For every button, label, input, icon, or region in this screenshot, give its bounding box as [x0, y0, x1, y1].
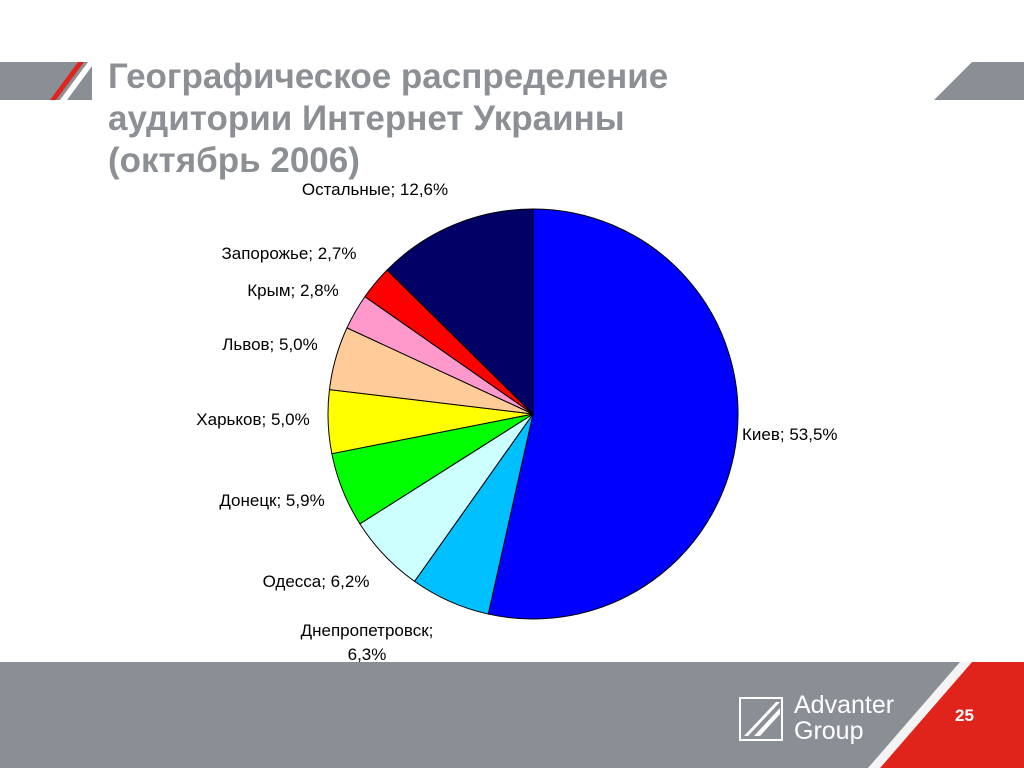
slice-label-6: Крым; 2,8%	[247, 281, 338, 300]
pie-slice-8	[386, 208, 534, 416]
title-line-2: аудитории Интернет Украины	[108, 99, 625, 138]
slice-label-3: Донецк; 5,9%	[219, 491, 324, 510]
pie-slice-0	[487, 208, 739, 620]
footer-grey	[0, 662, 972, 768]
slice-label-7: Запорожье; 2,7%	[222, 244, 357, 263]
logo-line-1: Advanter	[794, 691, 895, 719]
footer-band	[0, 662, 1024, 768]
page-number: 25	[955, 706, 974, 725]
logo-text: Advanter Group	[794, 692, 894, 744]
header-slash-red	[50, 62, 84, 100]
slice-label-2: Одесса; 6,2%	[263, 572, 370, 591]
title-line-3: (октябрь 2006)	[108, 141, 360, 180]
slice-label-0: Киев; 53,5%	[742, 425, 838, 444]
title-line-1: Географическое распределение	[108, 57, 669, 96]
advanter-logo-icon	[739, 697, 783, 741]
footer-divider	[868, 662, 972, 768]
header-slash-white	[60, 62, 95, 100]
slice-label-1: Днепропетровск; 6,3%	[301, 621, 434, 664]
slice-label-4: Харьков; 5,0%	[196, 410, 309, 429]
slice-label-8: Остальные; 12,6%	[302, 180, 448, 199]
slide-title: Географическое распределение аудитории И…	[108, 56, 808, 182]
header-decor	[50, 62, 1024, 100]
slice-label-5: Львов; 5,0%	[222, 335, 318, 354]
logo-line-2: Group	[794, 717, 864, 745]
header-bar-right	[934, 62, 1024, 100]
footer-red	[880, 662, 1024, 768]
